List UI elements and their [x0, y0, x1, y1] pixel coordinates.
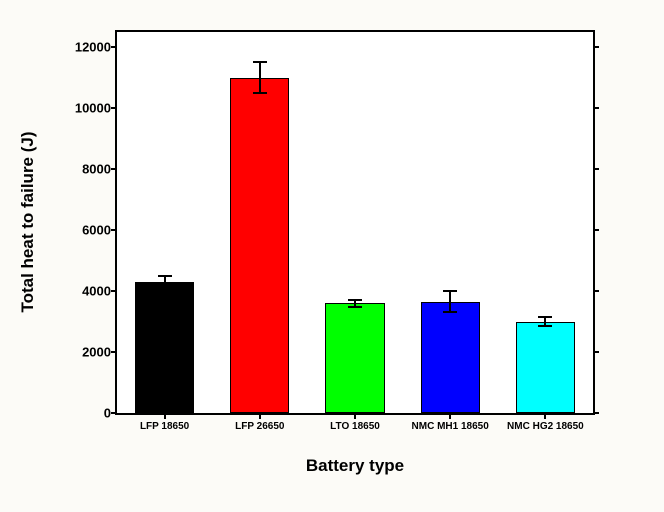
bar [516, 322, 575, 413]
chart-container: 020004000600080001000012000LFP 18650LFP … [0, 0, 664, 512]
bar [230, 78, 289, 413]
x-axis-label: Battery type [306, 456, 404, 476]
plot-area: 020004000600080001000012000LFP 18650LFP … [115, 30, 595, 415]
bar [421, 302, 480, 413]
bar [135, 282, 194, 413]
y-axis-label: Total heat to failure (J) [18, 131, 38, 312]
bar [325, 303, 384, 413]
